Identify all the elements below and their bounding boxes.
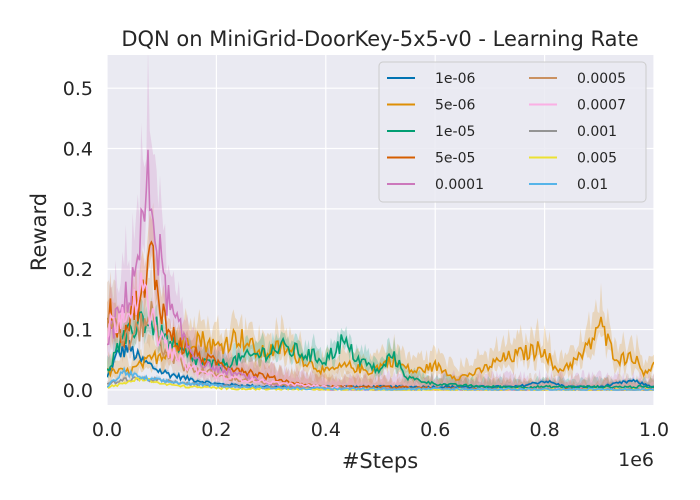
x-tick-label: 0.8 bbox=[529, 419, 559, 441]
legend-label: 5e-06 bbox=[435, 98, 475, 114]
y-tick-label: 0.4 bbox=[63, 139, 93, 161]
x-tick-label: 0.6 bbox=[420, 419, 450, 441]
y-tick-label: 0.1 bbox=[63, 320, 93, 342]
series-line-1e-06 bbox=[107, 340, 654, 390]
x-tick-label: 1.0 bbox=[639, 419, 669, 441]
y-tick-label: 0.2 bbox=[63, 259, 93, 281]
legend: 1e-06 5e-06 1e-05 5e-05 0.0001 0.0005 0.0007 0.… bbox=[378, 61, 647, 203]
x-tick-label: 0.0 bbox=[92, 419, 122, 441]
series-line-0.01 bbox=[107, 366, 654, 392]
series-lines bbox=[107, 149, 654, 392]
x-offset-label: 1e6 bbox=[618, 449, 654, 471]
x-tick-label: 0.2 bbox=[201, 419, 231, 441]
legend-label: 0.0001 bbox=[435, 177, 484, 193]
series-line-5e-06 bbox=[107, 316, 654, 381]
series-band-1e-05 bbox=[107, 296, 654, 390]
legend-label: 0.01 bbox=[577, 177, 608, 193]
legend-label: 0.0005 bbox=[577, 71, 626, 87]
y-axis-label: Reward bbox=[27, 193, 51, 271]
y-tick-label: 0.5 bbox=[63, 78, 93, 100]
x-tick-labels: 0.0 0.2 0.4 0.6 0.8 1.0 bbox=[92, 419, 669, 441]
legend-label: 1e-06 bbox=[435, 71, 475, 87]
chart-title: DQN on MiniGrid-DoorKey-5x5-v0 - Learnin… bbox=[121, 27, 638, 51]
y-tick-label: 0.0 bbox=[63, 380, 93, 402]
series-band-5e-06 bbox=[107, 282, 654, 390]
legend-label: 5e-05 bbox=[435, 151, 475, 167]
y-tick-labels: 0.0 0.1 0.2 0.3 0.4 0.5 bbox=[63, 78, 93, 402]
legend-label: 1e-05 bbox=[435, 124, 475, 140]
x-axis-label: #Steps bbox=[342, 449, 418, 473]
legend-label: 0.0007 bbox=[577, 98, 626, 114]
legend-label: 0.001 bbox=[577, 124, 617, 140]
x-tick-label: 0.4 bbox=[311, 419, 341, 441]
series-band-0.0005 bbox=[107, 259, 654, 390]
legend-frame bbox=[378, 61, 647, 203]
y-tick-label: 0.3 bbox=[63, 199, 93, 221]
legend-label: 0.005 bbox=[577, 151, 617, 167]
